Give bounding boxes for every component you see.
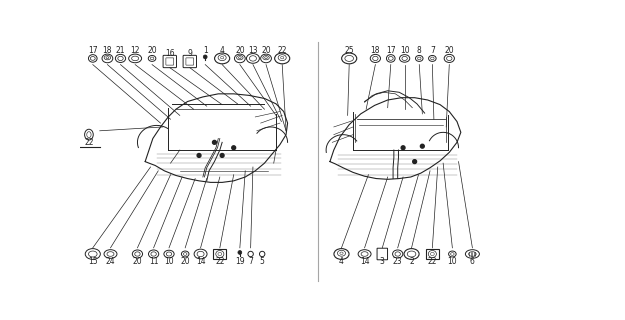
Circle shape <box>238 251 242 254</box>
Circle shape <box>412 160 416 164</box>
Text: 21: 21 <box>116 46 125 55</box>
Text: 14: 14 <box>196 257 206 266</box>
Circle shape <box>197 154 201 157</box>
Text: 19: 19 <box>235 257 244 266</box>
Circle shape <box>401 146 405 150</box>
Text: 22: 22 <box>278 46 287 55</box>
Text: 5: 5 <box>260 257 264 266</box>
Text: 20: 20 <box>261 46 271 55</box>
Text: 3: 3 <box>380 257 385 266</box>
Circle shape <box>232 146 236 150</box>
Text: 20: 20 <box>181 257 190 266</box>
Text: 18: 18 <box>102 46 112 55</box>
Text: 10: 10 <box>164 257 174 266</box>
Text: 20: 20 <box>444 46 454 55</box>
Text: 14: 14 <box>360 257 369 266</box>
Text: 11: 11 <box>149 257 158 266</box>
Text: 18: 18 <box>371 46 380 55</box>
Circle shape <box>203 55 207 59</box>
Text: 2: 2 <box>409 257 414 266</box>
Text: 24: 24 <box>106 257 115 266</box>
Text: 1: 1 <box>203 46 208 55</box>
Text: 23: 23 <box>393 257 402 266</box>
Text: 6: 6 <box>470 257 475 266</box>
Text: 10: 10 <box>448 257 457 266</box>
Text: 7: 7 <box>430 46 435 55</box>
Circle shape <box>421 144 424 148</box>
Text: 4: 4 <box>339 257 344 266</box>
Bar <box>213 249 226 260</box>
Text: 22: 22 <box>428 257 437 266</box>
Text: 9: 9 <box>188 49 192 58</box>
Text: 4: 4 <box>220 46 224 55</box>
Text: 17: 17 <box>386 46 396 55</box>
Text: 20: 20 <box>148 46 157 55</box>
Text: 25: 25 <box>344 46 354 55</box>
Circle shape <box>213 140 216 144</box>
Text: 15: 15 <box>88 257 98 266</box>
Text: 22: 22 <box>84 138 94 147</box>
Text: 17: 17 <box>88 46 98 55</box>
Text: 16: 16 <box>165 49 174 58</box>
Text: 7: 7 <box>248 257 253 266</box>
Circle shape <box>220 154 224 157</box>
Text: 13: 13 <box>248 46 258 55</box>
Text: 22: 22 <box>215 257 224 266</box>
Text: 10: 10 <box>400 46 409 55</box>
Text: 12: 12 <box>131 46 140 55</box>
Bar <box>426 249 439 260</box>
Text: 8: 8 <box>417 46 422 55</box>
Text: 20: 20 <box>235 46 244 55</box>
Text: 20: 20 <box>132 257 142 266</box>
